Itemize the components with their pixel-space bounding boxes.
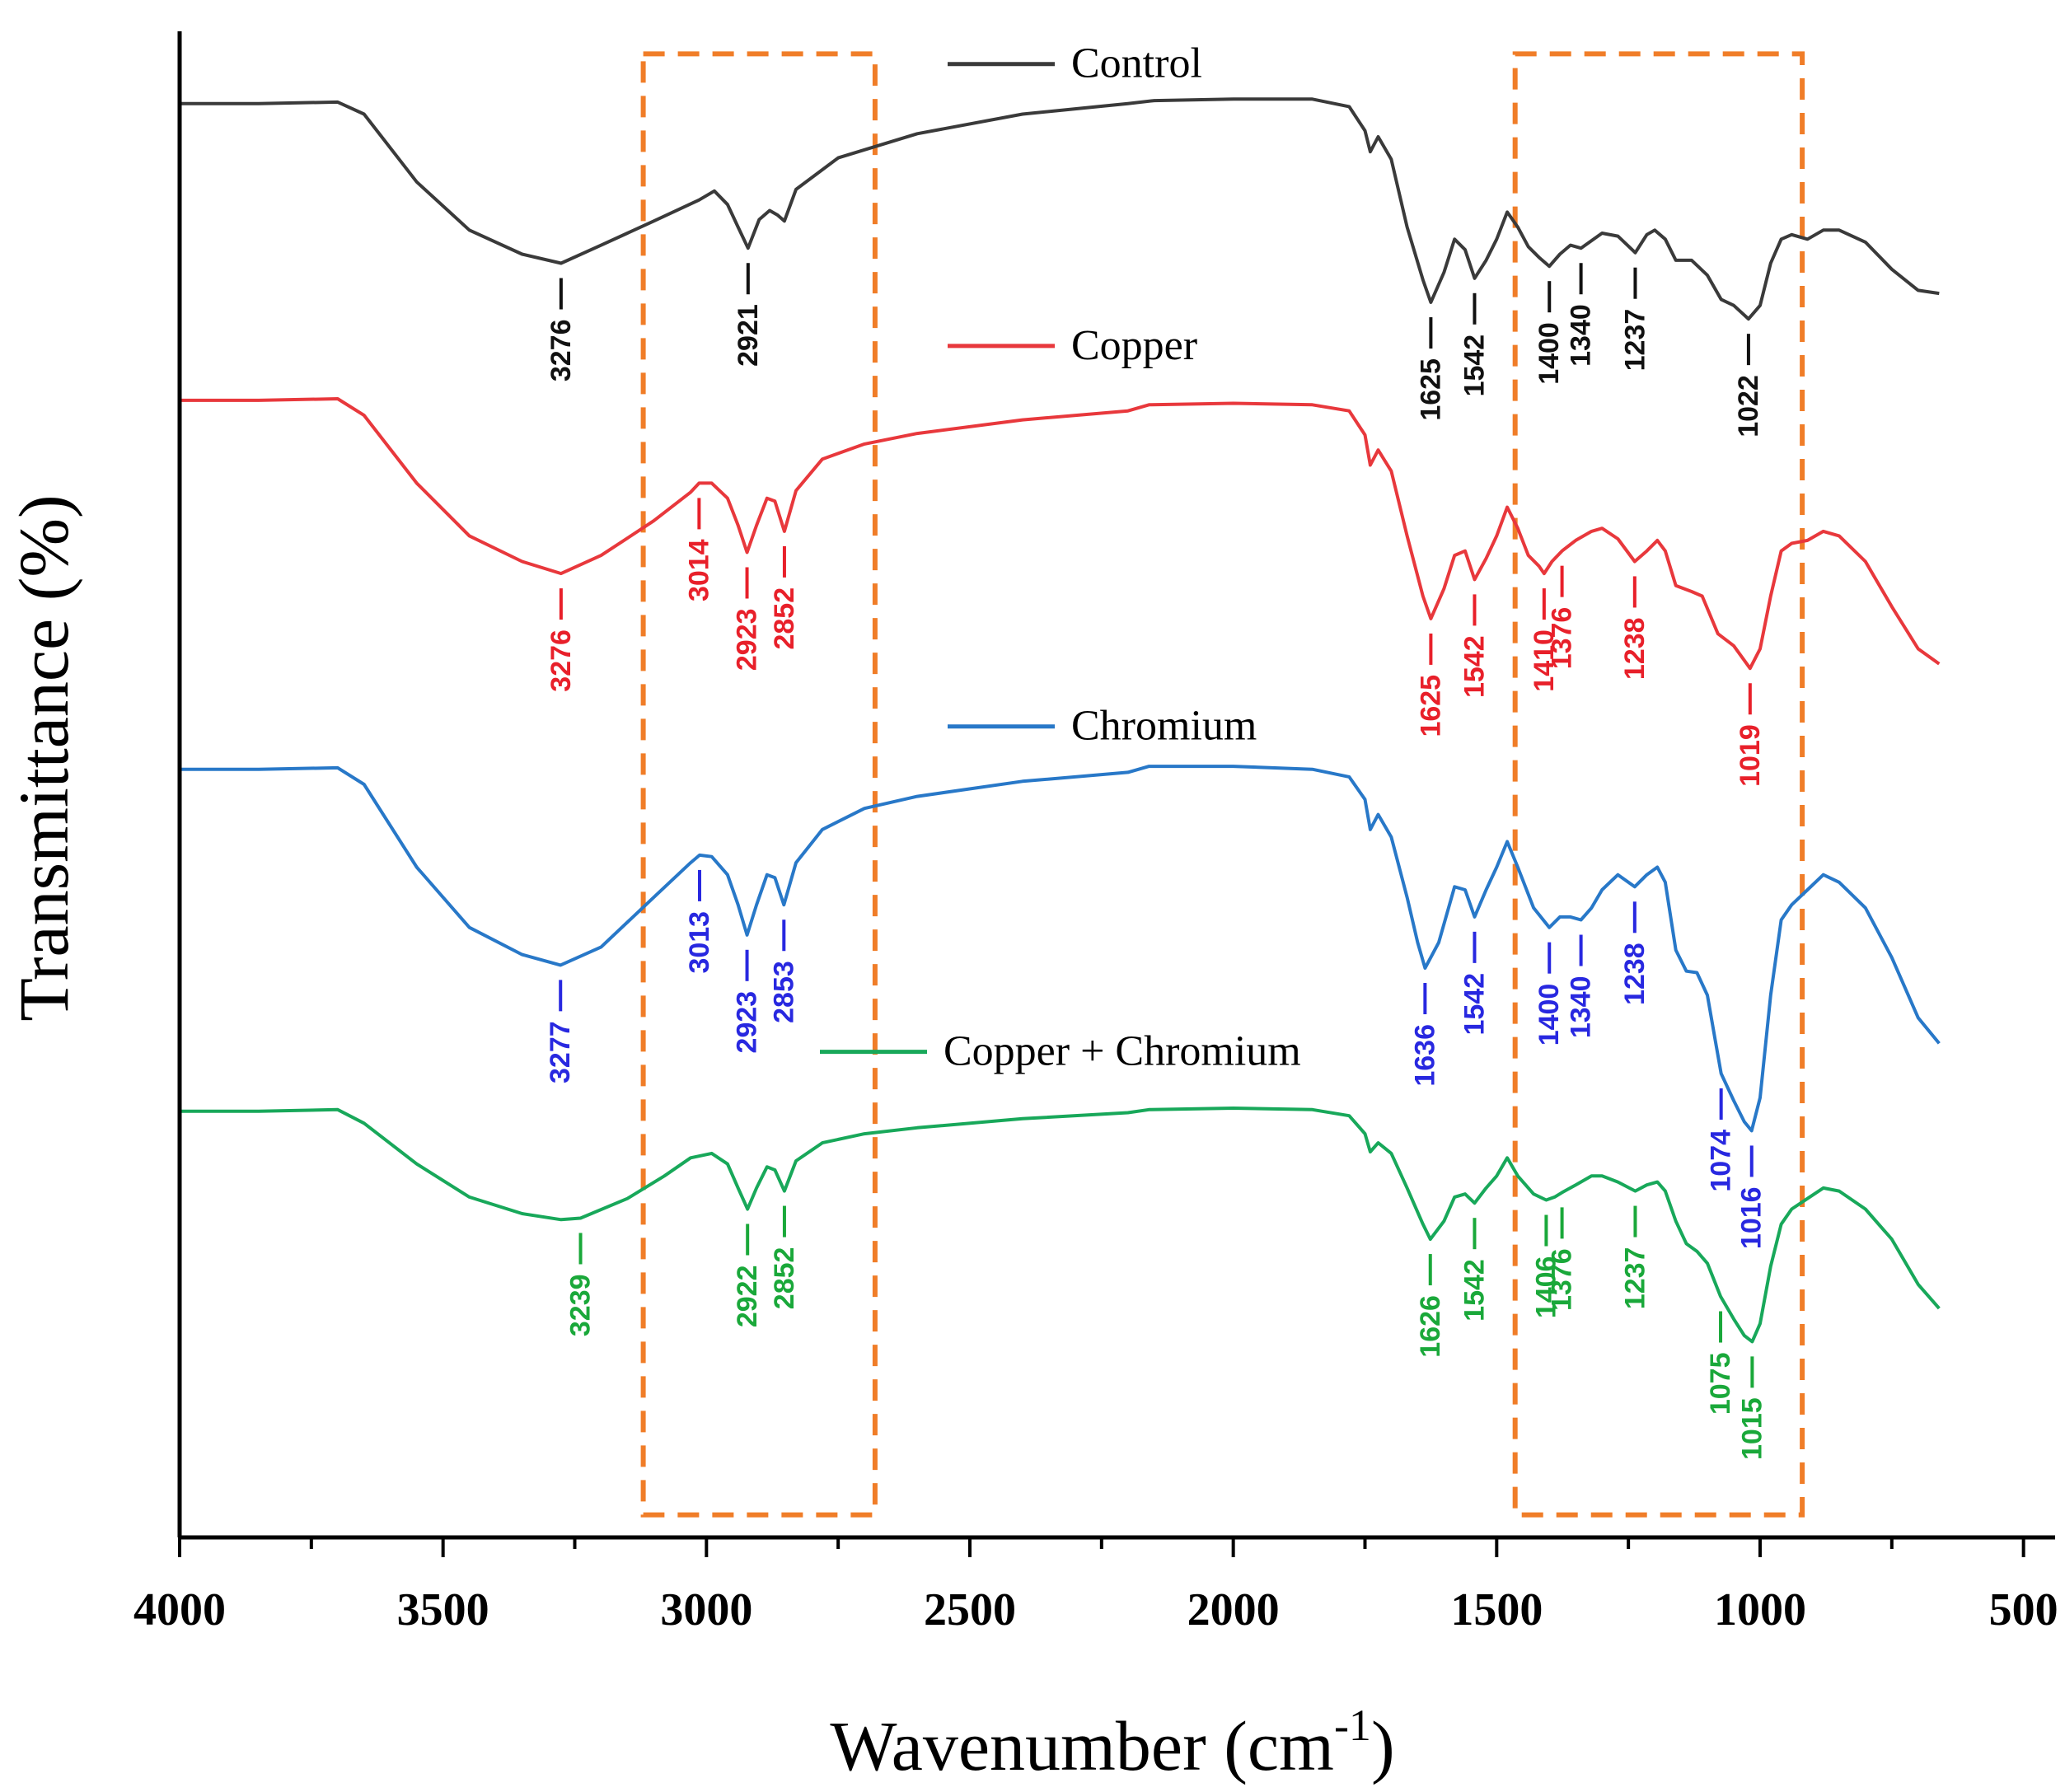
x-axis-label-main: Wavenumber (cm	[830, 1706, 1334, 1785]
peak-label-chromium-2923: 2923	[732, 991, 763, 1054]
series-line-chromium	[180, 765, 1941, 1133]
x-axis-label: Wavenumber (cm-1)	[830, 1701, 1394, 1785]
series-line-control	[180, 97, 1940, 321]
peak-label-control-2921: 2921	[733, 304, 764, 367]
peak-label-copper-1376: 1376	[1547, 607, 1578, 670]
peak-label-copper-1410: 1410	[1529, 629, 1560, 692]
peak-label-copper-chromium-1015: 1015	[1736, 1397, 1768, 1460]
legend-label-control: Control	[1071, 40, 1202, 87]
peak-label-control-1625: 1625	[1415, 358, 1446, 421]
peak-label-chromium-1238: 1238	[1619, 943, 1651, 1005]
peak-label-chromium-1636: 1636	[1409, 1024, 1440, 1087]
x-tick-label-3500: 3500	[397, 1584, 489, 1635]
series-line-copper-chromium	[180, 1107, 1941, 1344]
peak-label-control-1542: 1542	[1459, 335, 1490, 397]
x-tick-label-3000: 3000	[660, 1584, 752, 1635]
peak-label-copper-chromium-1376: 1376	[1547, 1248, 1578, 1311]
peak-label-control-3276: 3276	[546, 320, 577, 382]
legend-label-copper-chromium: Copper + Chromium	[944, 1028, 1301, 1075]
series-group	[180, 97, 1941, 1344]
x-tick-label-4000: 4000	[133, 1584, 226, 1635]
x-tick-label-1000: 1000	[1714, 1584, 1806, 1635]
peak-label-chromium-3277: 3277	[545, 1021, 576, 1083]
peak-label-copper-chromium-2852: 2852	[769, 1247, 800, 1310]
peak-label-chromium-3013: 3013	[684, 911, 715, 974]
y-axis-label: Transmittance (%)	[4, 494, 83, 1021]
peak-label-chromium-1400: 1400	[1534, 984, 1565, 1046]
peak-label-copper-chromium-1542: 1542	[1459, 1259, 1490, 1322]
peak-label-copper-1625: 1625	[1415, 675, 1446, 737]
peak-label-copper-chromium-1237: 1237	[1619, 1247, 1651, 1310]
peak-label-chromium-1016: 1016	[1736, 1186, 1768, 1249]
box-fingerprint	[1512, 51, 1805, 1518]
highlight-boxes	[640, 51, 1805, 1518]
peak-label-copper-chromium-3239: 3239	[565, 1274, 597, 1336]
x-tick-label-1500: 1500	[1450, 1584, 1543, 1635]
x-tick-label-2500: 2500	[924, 1584, 1016, 1635]
peak-label-control-1237: 1237	[1619, 309, 1651, 372]
peak-label-copper-chromium-1406: 1406	[1530, 1256, 1562, 1319]
peak-label-copper-chromium-1626: 1626	[1415, 1295, 1446, 1358]
axes	[177, 31, 2055, 1540]
peak-label-copper-2923: 2923	[732, 608, 763, 671]
x-axis-label-close: )	[1371, 1706, 1395, 1785]
x-tick-label-500: 500	[1989, 1584, 2058, 1635]
peak-label-chromium-1340: 1340	[1566, 976, 1597, 1039]
peak-label-copper-1238: 1238	[1619, 617, 1651, 680]
legend-label-chromium: Chromium	[1071, 703, 1257, 750]
legend: Control Copper Chromium Copper + Chromium	[820, 40, 1301, 1075]
peak-label-control-1022: 1022	[1733, 375, 1764, 437]
peak-label-chromium-2853: 2853	[768, 961, 799, 1023]
peak-label-copper-1542: 1542	[1459, 635, 1490, 698]
peak-label-copper-1019: 1019	[1735, 724, 1766, 787]
peak-label-chromium-1542: 1542	[1459, 973, 1490, 1036]
peak-label-control-1400: 1400	[1534, 322, 1565, 385]
x-axis-label-sup: -1	[1334, 1701, 1371, 1750]
peak-label-copper-3014: 3014	[683, 539, 714, 601]
peak-label-chromium-1074: 1074	[1706, 1130, 1737, 1192]
peak-label-copper-chromium-2922: 2922	[732, 1265, 763, 1327]
peak-label-control-1340: 1340	[1566, 304, 1597, 367]
series-line-copper	[180, 397, 1941, 671]
x-tick-label-2000: 2000	[1187, 1584, 1280, 1635]
legend-label-copper: Copper	[1071, 322, 1197, 369]
peak-label-copper-2852: 2852	[769, 587, 800, 650]
peak-label-copper-3276: 3276	[546, 629, 577, 692]
x-ticks: 4000 3500 3000 2500 2000 1500 1000 500	[133, 1537, 2058, 1635]
box-ch-stretch	[640, 51, 878, 1518]
peak-label-copper-chromium-1075: 1075	[1705, 1353, 1736, 1415]
